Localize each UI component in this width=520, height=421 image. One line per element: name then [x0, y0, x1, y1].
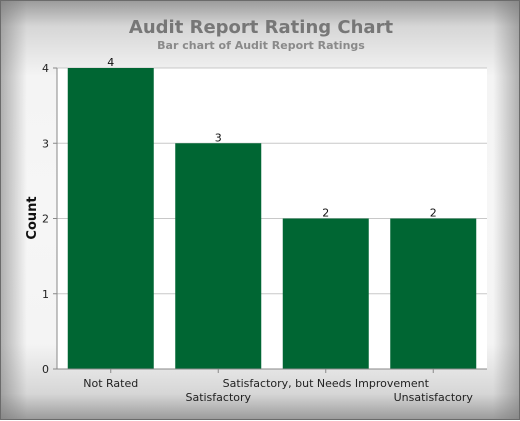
bar-2 [282, 218, 369, 369]
x-tick-label-3: Unsatisfactory [394, 391, 474, 404]
x-tick-label-2: Satisfactory, but Needs Improvement [223, 377, 430, 390]
chart-subtitle: Bar chart of Audit Report Ratings [157, 39, 365, 52]
bar-0 [67, 68, 154, 369]
x-tick-label-0: Not Rated [83, 377, 138, 390]
y-tick-label-2: 2 [42, 213, 49, 226]
y-tick-label-4: 4 [42, 62, 49, 75]
bar-1 [175, 143, 262, 369]
y-axis-title: Count [25, 196, 40, 239]
bar-value-label-0: 4 [107, 56, 114, 69]
chart-title: Audit Report Rating Chart [128, 17, 394, 38]
x-tick-label-1: Satisfactory [185, 391, 251, 404]
y-tick-label-1: 1 [42, 288, 49, 301]
y-axis-ticks: 0 1 2 3 4 [42, 62, 58, 376]
y-tick-label-3: 3 [42, 137, 49, 150]
y-tick-label-0: 0 [42, 363, 49, 376]
bar-value-label-2: 2 [322, 207, 329, 220]
bars: 4 3 2 2 [67, 56, 477, 369]
bar-value-label-1: 3 [215, 131, 222, 144]
bar-value-label-3: 2 [430, 207, 437, 220]
bar-3 [390, 218, 477, 369]
